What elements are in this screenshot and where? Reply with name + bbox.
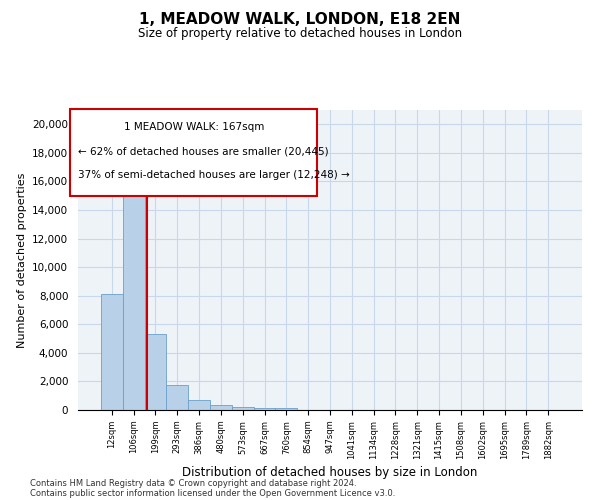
Bar (275, 408, 297, 410)
Bar (232, 407, 254, 410)
Text: Size of property relative to detached houses in London: Size of property relative to detached ho… (138, 28, 462, 40)
Bar (188, 400, 210, 410)
Bar (166, 385, 188, 410)
Bar (123, 174, 145, 410)
Text: Contains HM Land Registry data © Crown copyright and database right 2024.: Contains HM Land Registry data © Crown c… (30, 478, 356, 488)
Text: Distribution of detached houses by size in London: Distribution of detached houses by size … (182, 466, 478, 479)
Bar (254, 408, 275, 410)
Text: 1 MEADOW WALK: 167sqm: 1 MEADOW WALK: 167sqm (124, 122, 264, 132)
Bar (101, 294, 123, 410)
Y-axis label: Number of detached properties: Number of detached properties (17, 172, 26, 348)
Text: 1, MEADOW WALK, LONDON, E18 2EN: 1, MEADOW WALK, LONDON, E18 2EN (139, 12, 461, 28)
Text: ← 62% of detached houses are smaller (20,445): ← 62% of detached houses are smaller (20… (78, 146, 329, 156)
FancyBboxPatch shape (70, 108, 317, 196)
Bar (210, 406, 232, 410)
Text: Contains public sector information licensed under the Open Government Licence v3: Contains public sector information licen… (30, 488, 395, 498)
Bar (145, 334, 166, 410)
Text: 37% of semi-detached houses are larger (12,248) →: 37% of semi-detached houses are larger (… (78, 170, 350, 180)
